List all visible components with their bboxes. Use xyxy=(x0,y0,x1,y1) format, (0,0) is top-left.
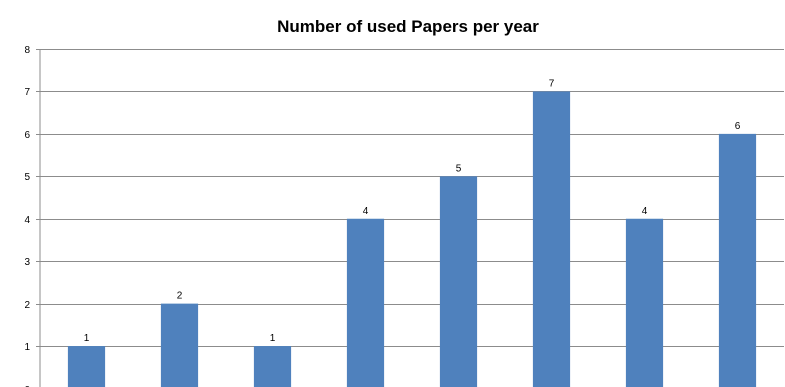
y-tick-label: 0 xyxy=(24,385,30,387)
bar xyxy=(625,218,664,387)
bar xyxy=(532,91,571,387)
bar xyxy=(439,176,478,387)
data-label: 6 xyxy=(735,121,741,132)
bar xyxy=(253,346,292,387)
bar xyxy=(346,218,385,387)
y-tick-label: 6 xyxy=(24,130,30,141)
y-tick-label: 7 xyxy=(24,87,30,98)
data-label: 5 xyxy=(456,163,462,174)
y-tick-label: 1 xyxy=(24,342,30,353)
data-label: 1 xyxy=(270,333,276,344)
data-label: 4 xyxy=(363,206,369,217)
y-tick-label: 5 xyxy=(24,172,30,183)
chart-title: Number of used Papers per year xyxy=(277,17,539,36)
data-labels: 1 2 1 4 5 7 4 6 xyxy=(84,78,741,344)
bar xyxy=(718,133,757,387)
y-tick-label: 2 xyxy=(24,300,30,311)
data-label: 2 xyxy=(177,291,183,302)
data-label: 4 xyxy=(642,206,648,217)
y-tick-label: 3 xyxy=(24,257,30,268)
bar xyxy=(67,346,106,387)
grid-lines xyxy=(40,49,784,347)
y-tick-label: 8 xyxy=(24,45,30,56)
y-tick-label: 4 xyxy=(24,215,30,226)
y-axis: 0 1 2 3 4 5 6 7 8 xyxy=(24,45,41,387)
bar xyxy=(160,303,199,387)
data-label: 7 xyxy=(549,78,555,89)
data-label: 1 xyxy=(84,333,90,344)
bar-series xyxy=(67,91,757,387)
